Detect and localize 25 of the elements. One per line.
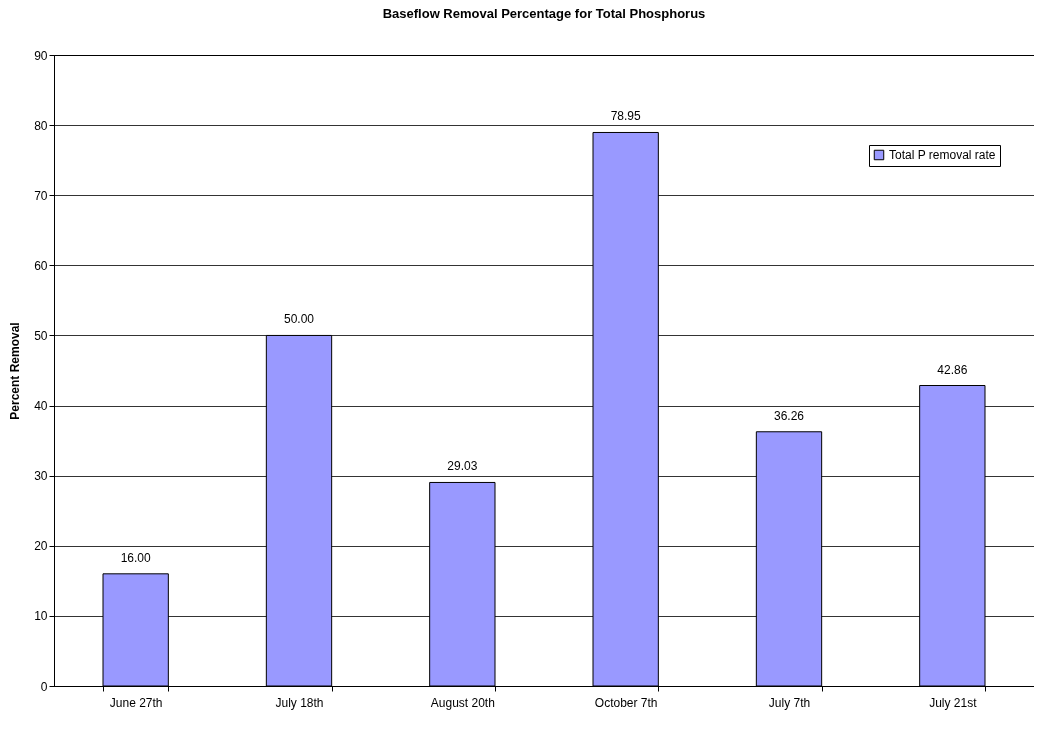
data-label: 50.00	[283, 312, 315, 327]
x-tick-label: July 21st	[929, 695, 978, 710]
legend-label: Total P removal rate	[889, 148, 996, 162]
data-label: 42.86	[937, 362, 968, 377]
x-tick-label: August 20th	[430, 695, 495, 710]
x-tick-label: July 7th	[768, 695, 811, 710]
y-tick-label: 20	[34, 539, 48, 554]
y-tick-label: 10	[34, 609, 48, 624]
data-label: 36.26	[773, 408, 805, 423]
y-tick-label: 80	[34, 118, 48, 133]
x-tick-label: October 7th	[594, 695, 658, 710]
data-label: 29.03	[447, 459, 478, 474]
data-label: 16.00	[120, 550, 152, 565]
y-tick-label: 50	[34, 328, 48, 343]
x-tick-label: June 27th	[109, 695, 163, 710]
x-tick-label: July 18th	[275, 695, 324, 710]
chart-title: Baseflow Removal Percentage for Total Phosphorus	[382, 6, 706, 21]
y-tick-label: 0	[40, 679, 48, 694]
y-tick-label: 40	[34, 399, 48, 414]
y-axis-title: Percent Removal	[8, 322, 23, 420]
y-tick-label: 70	[34, 188, 48, 203]
y-tick-label: 60	[34, 258, 48, 273]
y-tick-label: 30	[34, 469, 48, 484]
data-label: 78.95	[610, 109, 642, 124]
y-tick-label: 90	[34, 48, 48, 63]
